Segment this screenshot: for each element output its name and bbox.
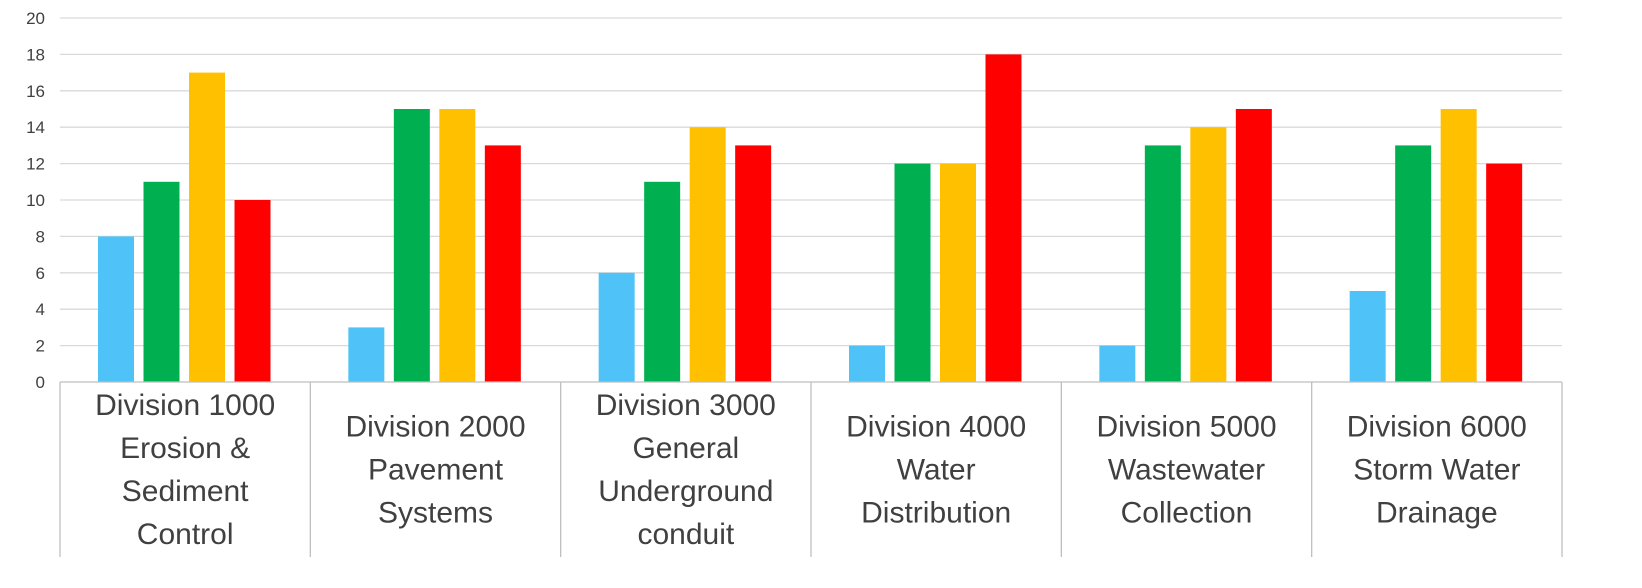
bar <box>439 109 476 382</box>
bar <box>849 345 885 382</box>
bar <box>1395 145 1432 382</box>
bar <box>484 145 521 382</box>
category-label: Division 3000 General Underground conduit <box>596 389 776 551</box>
y-tick-label: 6 <box>36 264 45 283</box>
category-label-line: Water <box>897 454 976 487</box>
bar <box>1144 145 1181 382</box>
bar <box>143 181 180 382</box>
category-label-line: Drainage <box>1376 497 1498 530</box>
y-tick-label: 4 <box>36 300 45 319</box>
y-axis-tick-labels: 0 2 4 6 8 10 12 14 16 18 20 <box>26 9 45 392</box>
category-label-line: Erosion & <box>120 432 250 465</box>
category-label-line: Division 4000 <box>846 411 1026 444</box>
category-label-line: Division 3000 <box>596 389 776 422</box>
category-label-line: Division 6000 <box>1347 411 1527 444</box>
category-label: Division 6000 Storm Water Drainage <box>1347 411 1527 530</box>
y-tick-label: 20 <box>26 9 45 28</box>
category-label-line: conduit <box>637 518 734 551</box>
y-tick-label: 16 <box>26 82 45 101</box>
bar <box>985 54 1022 383</box>
y-tick-label: 18 <box>26 45 45 64</box>
y-tick-label: 0 <box>36 373 45 392</box>
bar <box>1099 345 1136 382</box>
category-label-line: Underground <box>598 475 773 508</box>
bar <box>393 109 430 382</box>
bar <box>1190 127 1227 382</box>
y-tick-label: 10 <box>26 191 45 210</box>
bar <box>735 145 772 382</box>
category-label-line: Division 2000 <box>345 411 525 444</box>
gridlines <box>60 17 1562 347</box>
bar <box>348 327 385 382</box>
bar <box>894 163 931 382</box>
x-axis-category-labels: Division 1000 Erosion & Sediment ControlDiv… <box>95 389 1527 551</box>
bar <box>644 181 681 382</box>
category-label: Division 4000 Water Distribution <box>846 411 1026 530</box>
y-tick-label: 2 <box>36 337 45 356</box>
category-label-line: Control <box>137 518 234 551</box>
bar <box>689 127 726 382</box>
bar <box>1235 109 1272 382</box>
category-label-line: General <box>632 432 739 465</box>
category-label-line: Division 1000 <box>95 389 275 422</box>
category-label-line: Distribution <box>861 497 1011 530</box>
bar <box>189 72 225 382</box>
category-label-line: Pavement <box>368 454 504 487</box>
category-label: Division 1000 Erosion & Sediment Control <box>95 389 275 551</box>
category-label-line: Systems <box>378 497 493 530</box>
bar <box>234 200 271 382</box>
bar <box>1486 163 1523 382</box>
bar <box>1440 109 1477 382</box>
bars <box>98 54 1523 383</box>
y-tick-label: 12 <box>26 155 45 174</box>
bar <box>98 236 134 382</box>
y-tick-label: 14 <box>26 118 45 137</box>
category-label-line: Sediment <box>122 475 249 508</box>
bar <box>940 163 976 382</box>
category-label: Division 2000 Pavement Systems <box>345 411 525 530</box>
category-label: Division 5000 Wastewater Collection <box>1096 411 1276 530</box>
y-tick-label: 8 <box>36 227 45 246</box>
bar <box>1349 291 1386 382</box>
category-label-line: Division 5000 <box>1096 411 1276 444</box>
x-axis <box>59 381 1563 557</box>
bar <box>598 272 635 382</box>
category-label-line: Storm Water <box>1353 454 1520 487</box>
category-label-line: Collection <box>1121 497 1253 530</box>
category-label-line: Wastewater <box>1108 454 1265 487</box>
